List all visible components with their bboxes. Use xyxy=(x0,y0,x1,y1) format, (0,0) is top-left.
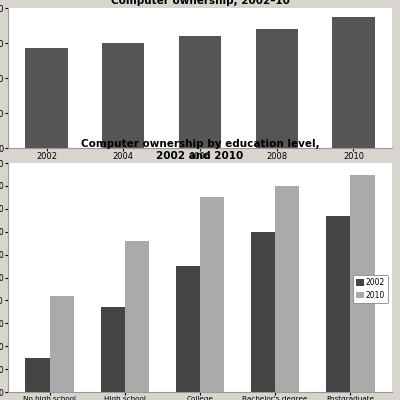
Bar xyxy=(102,43,144,148)
Legend: 2002, 2010: 2002, 2010 xyxy=(353,275,388,303)
Bar xyxy=(326,216,350,392)
Bar xyxy=(26,48,68,148)
Bar xyxy=(176,266,200,392)
Title: Computer ownership by education level,
2002 and 2010: Computer ownership by education level, 2… xyxy=(81,139,319,161)
Bar xyxy=(26,358,50,392)
Bar xyxy=(125,241,149,392)
Bar xyxy=(275,186,299,392)
Bar xyxy=(101,307,125,392)
Bar xyxy=(251,232,275,392)
Title: Computer ownership, 2002–10: Computer ownership, 2002–10 xyxy=(110,0,290,6)
Bar xyxy=(256,29,298,148)
Bar xyxy=(332,17,374,148)
Bar xyxy=(200,198,224,392)
X-axis label: Year: Year xyxy=(190,163,210,172)
Bar xyxy=(179,36,221,148)
Bar xyxy=(50,296,74,392)
Bar xyxy=(350,174,374,392)
